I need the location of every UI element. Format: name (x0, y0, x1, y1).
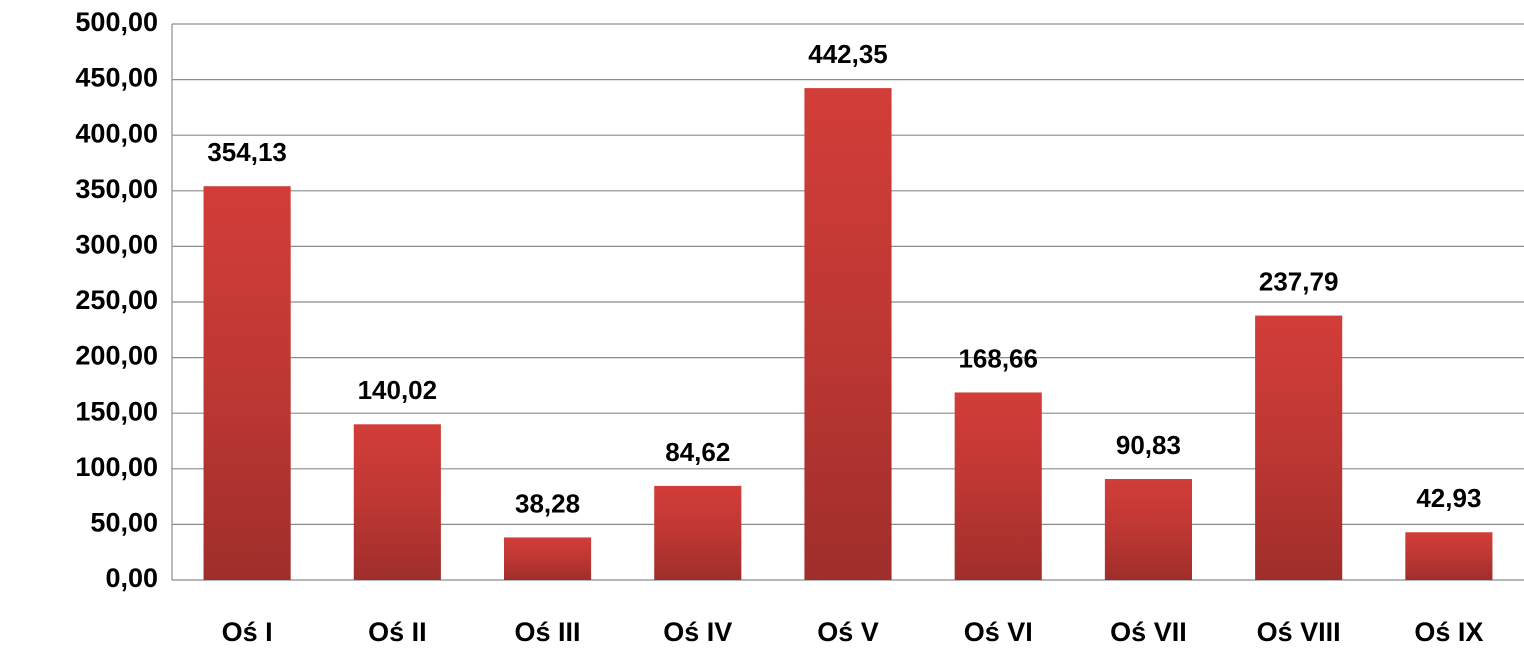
value-label: 140,02 (358, 375, 438, 405)
x-tick-label: Oś VIII (1257, 617, 1341, 647)
y-tick-label: 450,00 (75, 63, 158, 93)
y-tick-label: 500,00 (75, 7, 158, 37)
bar (954, 392, 1042, 580)
x-tick-label: Oś IV (663, 617, 732, 647)
x-tick-label: Oś II (368, 617, 427, 647)
value-label: 84,62 (665, 437, 730, 467)
bar (353, 424, 441, 580)
bar (1405, 532, 1493, 580)
bar (1104, 478, 1193, 580)
value-label: 38,28 (515, 488, 580, 518)
x-tick-label: Oś VI (964, 617, 1033, 647)
x-tick-label: Oś VII (1110, 617, 1187, 647)
bar (203, 186, 291, 580)
value-label: 168,66 (958, 343, 1038, 373)
y-tick-label: 100,00 (75, 452, 158, 482)
bar (503, 537, 592, 580)
y-tick-label: 350,00 (75, 174, 158, 204)
y-tick-label: 150,00 (75, 396, 158, 426)
value-label: 42,93 (1416, 483, 1481, 513)
y-tick-label: 250,00 (75, 285, 158, 315)
x-tick-label: Oś III (515, 617, 581, 647)
bar (1255, 315, 1343, 580)
y-tick-label: 300,00 (75, 230, 158, 260)
value-label: 90,83 (1116, 430, 1181, 460)
bar (654, 485, 742, 580)
y-tick-label: 200,00 (75, 341, 158, 371)
x-tick-label: Oś V (817, 617, 879, 647)
y-tick-label: 50,00 (90, 508, 158, 538)
value-label: 237,79 (1259, 266, 1339, 296)
value-label: 354,13 (207, 137, 287, 167)
value-label: 442,35 (808, 39, 888, 69)
x-tick-label: Oś I (222, 617, 273, 647)
y-tick-label: 0,00 (105, 563, 158, 593)
x-tick-label: Oś IX (1414, 617, 1483, 647)
y-tick-label: 400,00 (75, 118, 158, 148)
bar (804, 88, 892, 580)
